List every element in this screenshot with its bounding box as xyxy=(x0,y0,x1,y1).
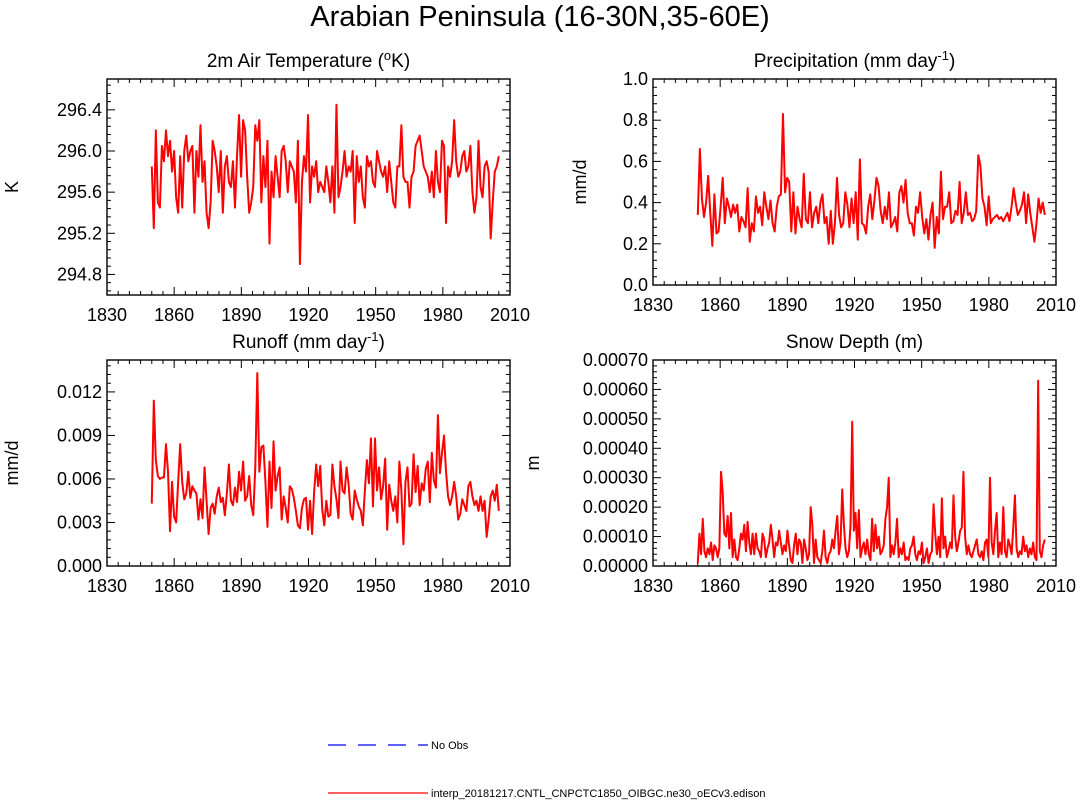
panel-title-main: 2m Air Temperature ( xyxy=(207,51,385,72)
y-tick-label: 294.8 xyxy=(57,264,102,284)
y-tick-label: 0.00040 xyxy=(583,438,648,458)
panel-runoff: Runoff (mm day-1) 1830 1860 1890 1920 1950 198… xyxy=(2,329,530,596)
y-tick-label: 0.00050 xyxy=(583,409,648,429)
x-tick-label: 2010 xyxy=(490,305,530,325)
x-tick-label: 1920 xyxy=(834,576,874,596)
panel-title-main: Snow Depth (m) xyxy=(786,332,923,353)
x-tick-label: 1830 xyxy=(633,576,673,596)
panel-title-end: K) xyxy=(391,51,410,72)
x-tick-label: 2010 xyxy=(1036,576,1076,596)
panel-precipitation: Precipitation (mm day-1) 1830 1860 1890 1920… xyxy=(570,48,1076,315)
x-tick-label: 1830 xyxy=(633,295,673,315)
y-tick-label: 0.00070 xyxy=(583,350,648,370)
plot-frame xyxy=(106,78,511,296)
x-tick-label: 1980 xyxy=(969,295,1009,315)
panel-title: Precipitation (mm day-1) xyxy=(754,48,956,72)
x-tick-label: 1830 xyxy=(87,576,127,596)
x-tick-label: 1920 xyxy=(834,295,874,315)
x-tick-label: 1980 xyxy=(423,576,463,596)
y-tick-label: 0.2 xyxy=(623,234,648,254)
panel-title: 2m Air Temperature (oK) xyxy=(207,48,410,72)
x-tick-label: 1860 xyxy=(700,576,740,596)
y-tick-label: 0.00020 xyxy=(583,497,648,517)
y-tick-label: 295.2 xyxy=(57,223,102,243)
x-tick-label: 1860 xyxy=(154,305,194,325)
plot-frame xyxy=(652,78,1057,286)
panel-title-sup: o xyxy=(384,48,391,63)
x-tick-label: 1950 xyxy=(356,576,396,596)
y-tick-label: 0.003 xyxy=(57,512,102,532)
y-tick-label: 0.000 xyxy=(57,556,102,576)
panel-air-temperature: 2m Air Temperature (oK) 1830 1860 1890 1920 1… xyxy=(2,48,530,325)
y-tick-label: 0.00010 xyxy=(583,527,648,547)
panel-title-main: Runoff (mm day xyxy=(232,332,367,353)
x-tick-label: 1830 xyxy=(87,305,127,325)
y-tick-label: 1.0 xyxy=(623,69,648,89)
legend-obs-label: No Obs xyxy=(431,740,469,752)
y-axis-label: mm/d xyxy=(570,160,590,205)
y-tick-label: 0.012 xyxy=(57,382,102,402)
y-tick-label: 0.00000 xyxy=(583,556,648,576)
x-tick-label: 1920 xyxy=(288,576,328,596)
y-tick-label: 0.006 xyxy=(57,469,102,489)
x-tick-label: 1950 xyxy=(902,576,942,596)
y-axis-label: K xyxy=(2,181,22,193)
x-tick-label: 1890 xyxy=(221,576,261,596)
x-tick-label: 2010 xyxy=(490,576,530,596)
x-tick-label: 1890 xyxy=(767,295,807,315)
y-tick-label: 296.4 xyxy=(57,100,102,120)
y-tick-label: 296.0 xyxy=(57,141,102,161)
y-axis-label: mm/d xyxy=(2,441,22,486)
panel-title-main: Precipitation (mm day xyxy=(754,51,938,72)
x-tick-label: 2010 xyxy=(1036,295,1076,315)
series-line xyxy=(696,379,1046,565)
y-tick-label: 0.00030 xyxy=(583,468,648,488)
y-tick-label: 0.0 xyxy=(623,275,648,295)
legend: No Obs interp_20181217.CNTL_CNPCTC1850_O… xyxy=(328,740,765,800)
series-line xyxy=(696,113,1046,249)
x-tick-label: 1980 xyxy=(423,305,463,325)
panel-title: Runoff (mm day-1) xyxy=(232,329,385,353)
page-title: Arabian Peninsula (16-30N,35-60E) xyxy=(310,1,770,33)
x-tick-label: 1890 xyxy=(767,576,807,596)
x-tick-label: 1890 xyxy=(221,305,261,325)
x-tick-label: 1860 xyxy=(154,576,194,596)
y-tick-label: 0.009 xyxy=(57,425,102,445)
x-tick-label: 1950 xyxy=(902,295,942,315)
panel-title-end: ) xyxy=(379,332,385,353)
x-tick-label: 1920 xyxy=(288,305,328,325)
panel-snow-depth: Snow Depth (m) 1830 1860 1890 1920 1950 1980 20… xyxy=(523,332,1076,596)
series-line xyxy=(150,103,500,266)
y-tick-label: 0.8 xyxy=(623,110,648,130)
x-tick-label: 1950 xyxy=(356,305,396,325)
panel-title-sup: -1 xyxy=(937,48,949,63)
y-tick-label: 295.6 xyxy=(57,182,102,202)
series-line xyxy=(150,372,500,546)
y-tick-label: 0.00060 xyxy=(583,379,648,399)
y-tick-label: 0.4 xyxy=(623,193,648,213)
x-tick-label: 1980 xyxy=(969,576,1009,596)
panel-title: Snow Depth (m) xyxy=(786,332,923,353)
y-axis-label: m xyxy=(523,456,543,471)
y-tick-label: 0.6 xyxy=(623,151,648,171)
panel-title-sup: -1 xyxy=(367,329,379,344)
x-tick-label: 1860 xyxy=(700,295,740,315)
panel-title-end: ) xyxy=(949,51,955,72)
legend-model-label: interp_20181217.CNTL_CNPCTC1850_OIBGC.ne… xyxy=(431,788,765,800)
